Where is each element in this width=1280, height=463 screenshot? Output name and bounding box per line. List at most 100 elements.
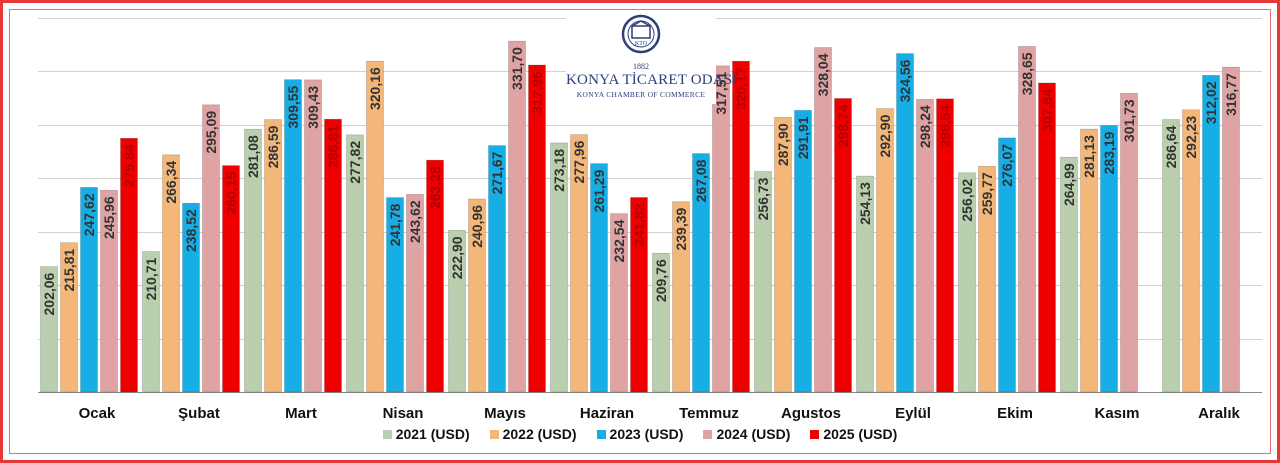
data-label: 254,13 bbox=[857, 182, 873, 225]
bar bbox=[100, 189, 118, 393]
legend-swatch bbox=[489, 429, 499, 439]
bar bbox=[936, 98, 954, 393]
bar bbox=[346, 134, 364, 393]
legend: 2021 (USD) 2022 (USD) 2023 (USD) 2024 (USD)… bbox=[0, 426, 1280, 442]
data-label: 232,54 bbox=[611, 219, 627, 262]
bar bbox=[550, 142, 568, 393]
bars bbox=[40, 40, 1240, 393]
bar bbox=[202, 104, 220, 393]
data-label: 287,90 bbox=[775, 123, 791, 166]
category-label: Agustos bbox=[781, 405, 841, 422]
bar bbox=[40, 266, 58, 393]
legend-item: 2025 (USD) bbox=[810, 426, 897, 442]
category-labels: Ocak Şubat Mart Nisan Mayıs Haziran Temmuz Agus… bbox=[79, 405, 1241, 422]
data-label: 283,19 bbox=[1101, 131, 1117, 174]
bar bbox=[916, 99, 934, 393]
data-label: 292,90 bbox=[877, 114, 893, 157]
data-label: 298,74 bbox=[835, 104, 851, 147]
logo-year: 1882 bbox=[633, 62, 649, 71]
legend-label: 2022 (USD) bbox=[502, 426, 577, 442]
legend-swatch bbox=[382, 429, 392, 439]
category-label: Ocak bbox=[79, 405, 116, 422]
data-label: 286,64 bbox=[1163, 125, 1179, 168]
data-label: 312,02 bbox=[1203, 81, 1219, 124]
bar bbox=[978, 165, 996, 393]
legend-item: 2023 (USD) bbox=[596, 426, 683, 442]
bar bbox=[774, 117, 792, 393]
bar bbox=[426, 159, 444, 393]
data-label: 281,08 bbox=[245, 135, 261, 178]
data-label: 241,82 bbox=[631, 203, 647, 246]
bar bbox=[672, 201, 690, 393]
bar bbox=[856, 175, 874, 393]
bar bbox=[488, 145, 506, 393]
legend-item: 2024 (USD) bbox=[703, 426, 790, 442]
data-label: 264,99 bbox=[1061, 163, 1077, 206]
kto-emblem-icon: KTO bbox=[621, 14, 661, 54]
data-label: 307,64 bbox=[1039, 89, 1055, 132]
bar bbox=[386, 197, 404, 393]
category-label: Mayıs bbox=[484, 405, 526, 422]
legend-label: 2024 (USD) bbox=[716, 426, 791, 442]
data-label: 202,06 bbox=[41, 272, 57, 315]
data-label: 309,43 bbox=[305, 86, 321, 129]
legend-item: 2021 (USD) bbox=[382, 426, 470, 442]
bar bbox=[1018, 46, 1036, 393]
bar bbox=[1080, 128, 1098, 393]
bar bbox=[508, 40, 526, 393]
data-label: 317,51 bbox=[713, 72, 729, 115]
bar bbox=[1120, 92, 1138, 393]
category-label: Şubat bbox=[178, 405, 220, 422]
bar bbox=[182, 202, 200, 393]
bar bbox=[244, 128, 262, 393]
bar bbox=[712, 65, 730, 393]
data-label: 276,07 bbox=[999, 144, 1015, 187]
legend-swatch bbox=[596, 429, 606, 439]
data-label: 320,16 bbox=[367, 67, 383, 110]
data-label: 271,67 bbox=[489, 151, 505, 194]
category-label: Aralık bbox=[1198, 405, 1240, 422]
bar bbox=[1060, 156, 1078, 393]
category-label: Kasım bbox=[1094, 405, 1139, 422]
bar bbox=[468, 198, 486, 393]
data-label: 292,23 bbox=[1183, 116, 1199, 159]
data-label: 309,55 bbox=[285, 85, 301, 128]
data-label: 261,29 bbox=[591, 169, 607, 212]
data-label: 238,52 bbox=[183, 209, 199, 252]
data-label: 275,84 bbox=[121, 144, 137, 187]
bar bbox=[1162, 119, 1180, 393]
bar bbox=[406, 194, 424, 393]
data-label: 317,96 bbox=[529, 71, 545, 114]
category-label: Nisan bbox=[383, 405, 424, 422]
bar bbox=[120, 138, 138, 393]
data-label: 215,81 bbox=[61, 249, 77, 292]
legend-label: 2025 (USD) bbox=[823, 426, 898, 442]
bar bbox=[1222, 66, 1240, 393]
kto-emblem-text: KTO bbox=[635, 41, 648, 47]
bar bbox=[1182, 109, 1200, 393]
data-label: 245,96 bbox=[101, 196, 117, 239]
data-label: 316,77 bbox=[1223, 73, 1239, 116]
data-label: 324,56 bbox=[897, 59, 913, 102]
bar bbox=[630, 197, 648, 393]
data-label: 247,62 bbox=[81, 193, 97, 236]
legend-item: 2022 (USD) bbox=[489, 426, 577, 442]
category-label: Mart bbox=[285, 405, 317, 422]
bar bbox=[610, 213, 628, 393]
bar bbox=[590, 163, 608, 393]
chart-inner-border bbox=[9, 9, 1271, 454]
bar bbox=[834, 98, 852, 393]
data-label: 210,71 bbox=[143, 257, 159, 300]
data-label: 277,96 bbox=[571, 140, 587, 183]
data-label: 222,90 bbox=[449, 236, 465, 279]
data-label: 331,70 bbox=[509, 47, 525, 90]
data-label: 281,13 bbox=[1081, 135, 1097, 178]
data-label: 320,17 bbox=[733, 67, 749, 110]
data-label: 239,39 bbox=[673, 208, 689, 251]
data-label: 291,91 bbox=[795, 116, 811, 159]
legend-swatch bbox=[703, 429, 713, 439]
data-label: 267,08 bbox=[693, 159, 709, 202]
bar bbox=[732, 60, 750, 393]
bar bbox=[264, 119, 282, 393]
data-label: 295,09 bbox=[203, 111, 219, 154]
